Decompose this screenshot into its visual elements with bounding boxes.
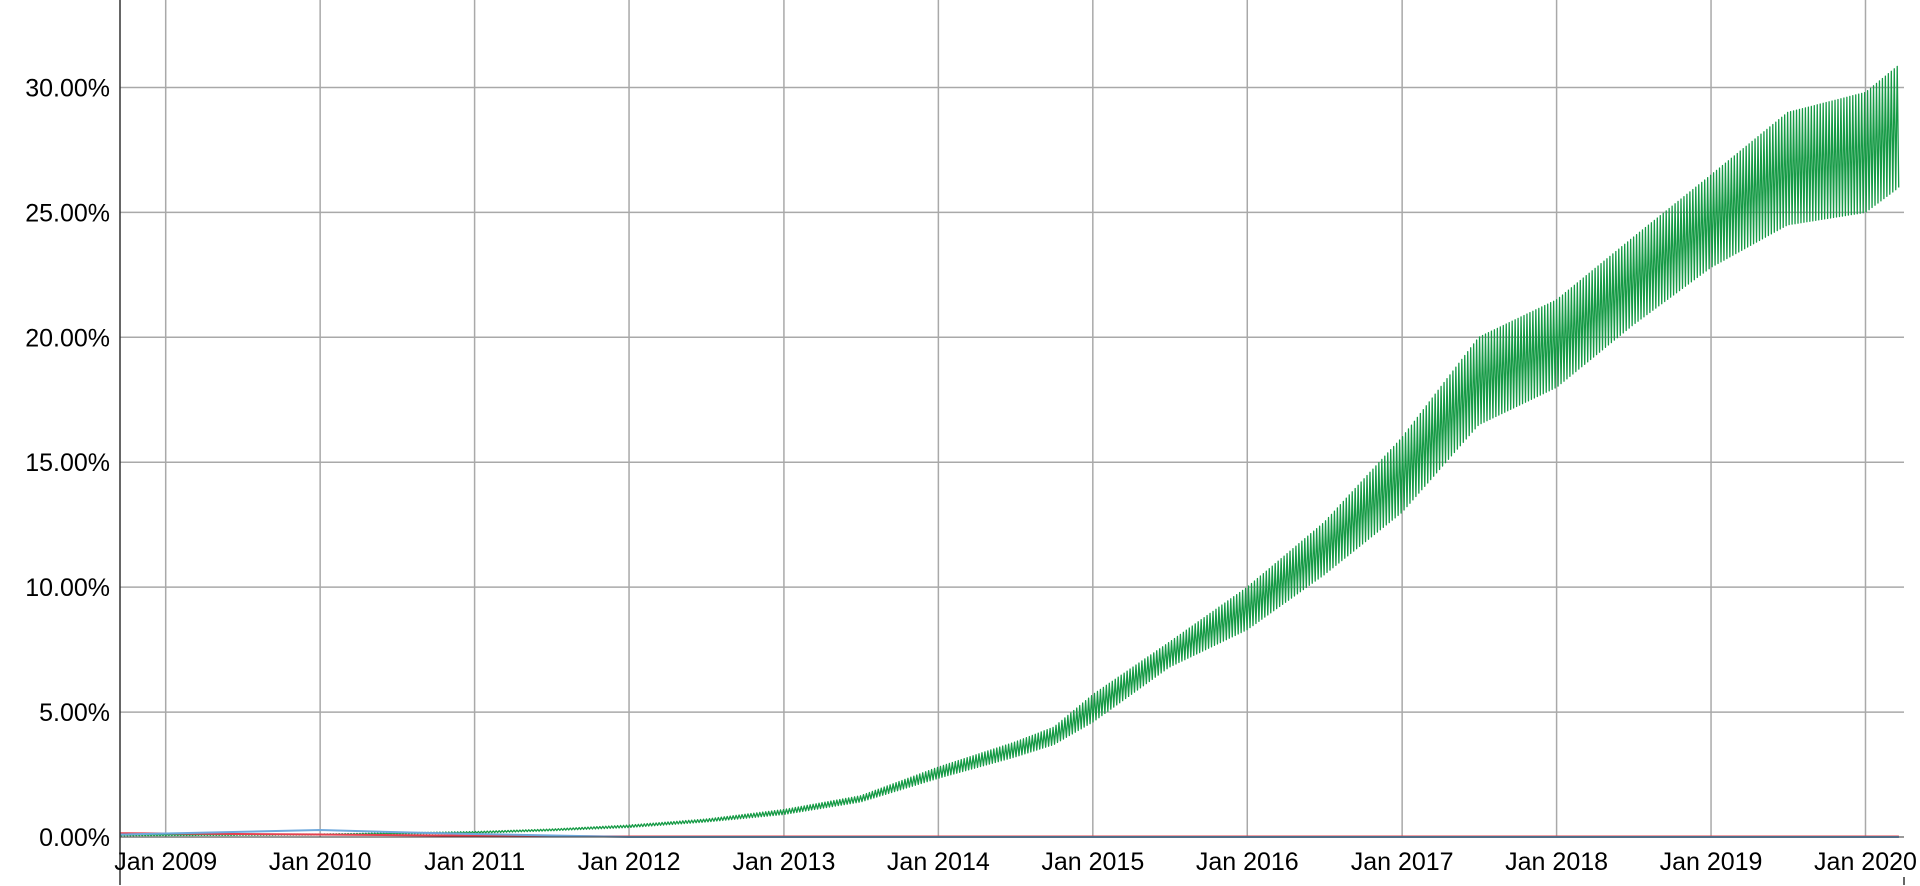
y-tick-label: 5.00% <box>39 699 110 727</box>
x-tick-label: Jan 2018 <box>1505 848 1608 876</box>
series-layer <box>119 65 1900 838</box>
y-tick-label: 10.00% <box>25 574 110 602</box>
y-tick-label: 20.00% <box>25 324 110 352</box>
x-tick-label: Jan 2020 <box>1814 848 1917 876</box>
y-tick-label: 0.00% <box>39 824 110 852</box>
axis-layer <box>119 0 1905 885</box>
x-tick-label: Jan 2013 <box>732 848 835 876</box>
x-tick-label: Jan 2019 <box>1660 848 1763 876</box>
x-tick-label: Jan 2016 <box>1196 848 1299 876</box>
label-layer: 0.00% 5.00% 10.00% 15.00% 20.00% 25.00% 30.00%… <box>25 74 1917 876</box>
y-tick-label: 25.00% <box>25 199 110 227</box>
series-line-0 <box>119 65 1900 837</box>
x-tick-label: Jan 2012 <box>578 848 681 876</box>
x-tick-label: Jan 2009 <box>114 848 217 876</box>
grid-layer <box>120 0 1904 837</box>
x-tick-label: Jan 2010 <box>269 848 372 876</box>
x-tick-label: Jan 2017 <box>1351 848 1454 876</box>
x-tick-label: Jan 2014 <box>887 848 990 876</box>
x-tick-label: Jan 2011 <box>424 848 525 876</box>
x-tick-label: Jan 2015 <box>1041 848 1144 876</box>
y-tick-label: 15.00% <box>25 449 110 477</box>
y-tick-label: 30.00% <box>25 74 110 102</box>
